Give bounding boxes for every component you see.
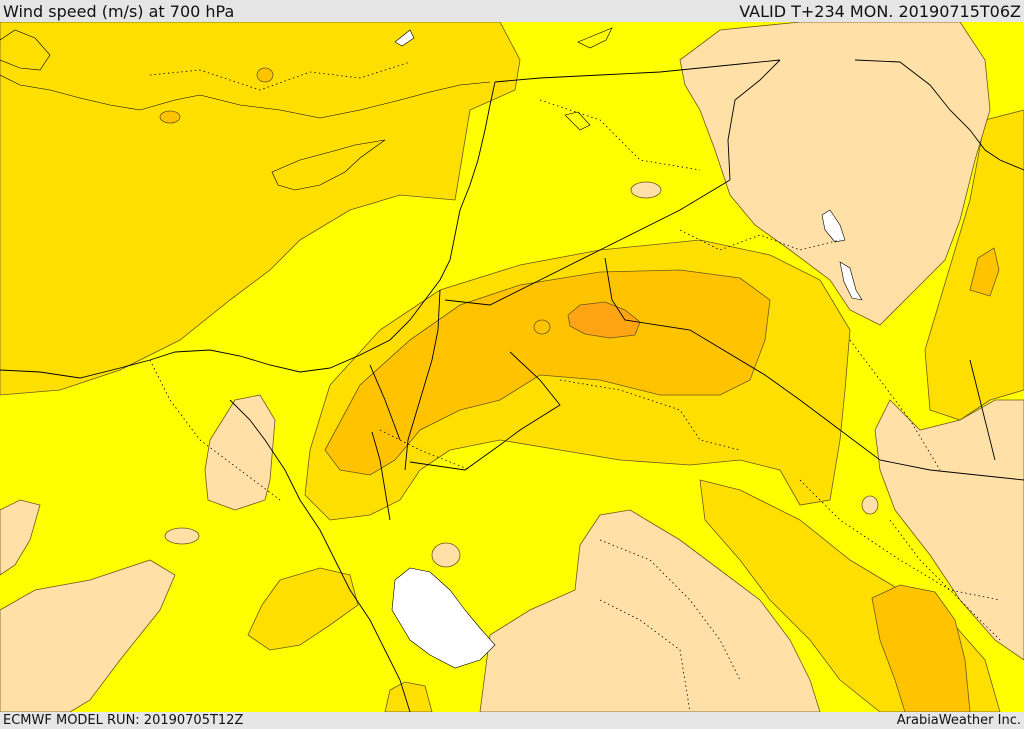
- lake-north-small: [394, 29, 415, 47]
- moderate-wind-patch-bottom: [384, 681, 433, 712]
- lake-white-2: [821, 209, 846, 243]
- coastline-mediterranean: [0, 81, 496, 379]
- valid-time-label: VALID T+234 MON. 20190715T06Z: [739, 1, 1021, 21]
- moderate-wind-patch-south: [247, 567, 359, 651]
- national-borders: [369, 59, 1024, 481]
- fresh-wind-streak-east: [969, 247, 1000, 297]
- low-wind-region-south: [479, 509, 821, 712]
- fresh-wind-patch-north: [256, 67, 274, 83]
- wind-speed-map[interactable]: [0, 22, 1024, 712]
- low-wind-patch-small-4: [861, 495, 879, 515]
- cyprus-island: [271, 139, 386, 191]
- fresh-wind-region-southeast: [871, 584, 971, 712]
- low-wind-region-east: [874, 399, 1024, 661]
- map-title: Wind speed (m/s) at 700 hPa: [3, 1, 235, 21]
- header-bar: Wind speed (m/s) at 700 hPa VALID T+234 …: [0, 0, 1024, 22]
- coastline-red-sea: [229, 399, 411, 712]
- credit-label: ArabiaWeather Inc.: [896, 713, 1021, 728]
- internal-boundaries: [149, 61, 1001, 712]
- lake-white-3: [839, 261, 863, 301]
- lake-white-1: [391, 567, 496, 669]
- fresh-wind-patch-cyprus-south: [159, 110, 181, 124]
- low-wind-patch-small-2: [630, 181, 662, 199]
- strong-wind-core: [567, 301, 641, 339]
- footer-bar: ECMWF MODEL RUN: 20190705T12Z ArabiaWeat…: [0, 712, 1024, 729]
- coastline-northeast: [564, 27, 613, 131]
- coastline-turkey-south: [0, 29, 491, 119]
- low-wind-patch-small-1: [164, 527, 200, 545]
- low-wind-patch-sinai: [204, 394, 276, 511]
- low-wind-patch-west-edge: [0, 499, 41, 576]
- low-wind-patch-small-3: [431, 542, 461, 568]
- low-wind-region-northeast: [679, 22, 991, 326]
- model-run-label: ECMWF MODEL RUN: 20190705T12Z: [3, 713, 244, 728]
- moderate-wind-region-east: [924, 109, 1024, 421]
- fresh-wind-patch-small: [533, 319, 551, 335]
- low-wind-patch-southwest: [0, 559, 176, 712]
